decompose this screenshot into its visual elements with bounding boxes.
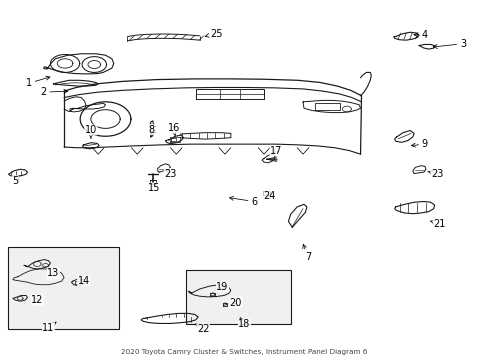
Text: 5: 5	[12, 176, 19, 186]
Text: 20: 20	[229, 298, 242, 308]
Text: 13: 13	[47, 268, 60, 278]
Text: 4: 4	[413, 30, 427, 40]
Text: 2020 Toyota Camry Cluster & Switches, Instrument Panel Diagram 6: 2020 Toyota Camry Cluster & Switches, In…	[121, 349, 367, 355]
Text: 14: 14	[77, 276, 89, 286]
FancyBboxPatch shape	[185, 270, 290, 324]
Text: 25: 25	[205, 29, 222, 39]
Text: 17: 17	[269, 145, 282, 156]
Text: 3: 3	[432, 39, 465, 49]
Text: 7: 7	[302, 244, 310, 262]
Text: 11: 11	[42, 322, 56, 333]
Text: 15: 15	[148, 182, 160, 193]
Text: 24: 24	[263, 191, 276, 201]
Text: 8: 8	[148, 125, 155, 136]
Text: 16: 16	[167, 123, 180, 136]
Text: 12: 12	[31, 295, 43, 305]
Text: 6: 6	[229, 197, 257, 207]
Text: 23: 23	[427, 168, 443, 179]
Text: 22: 22	[195, 324, 209, 334]
Text: 1: 1	[26, 76, 50, 88]
Text: 2: 2	[41, 87, 68, 97]
Text: 19: 19	[216, 282, 228, 292]
Text: 23: 23	[164, 168, 176, 179]
Text: 21: 21	[429, 219, 445, 229]
Text: 18: 18	[238, 318, 250, 329]
FancyBboxPatch shape	[8, 247, 119, 329]
Text: 10: 10	[84, 125, 97, 138]
Text: 9: 9	[410, 139, 427, 149]
